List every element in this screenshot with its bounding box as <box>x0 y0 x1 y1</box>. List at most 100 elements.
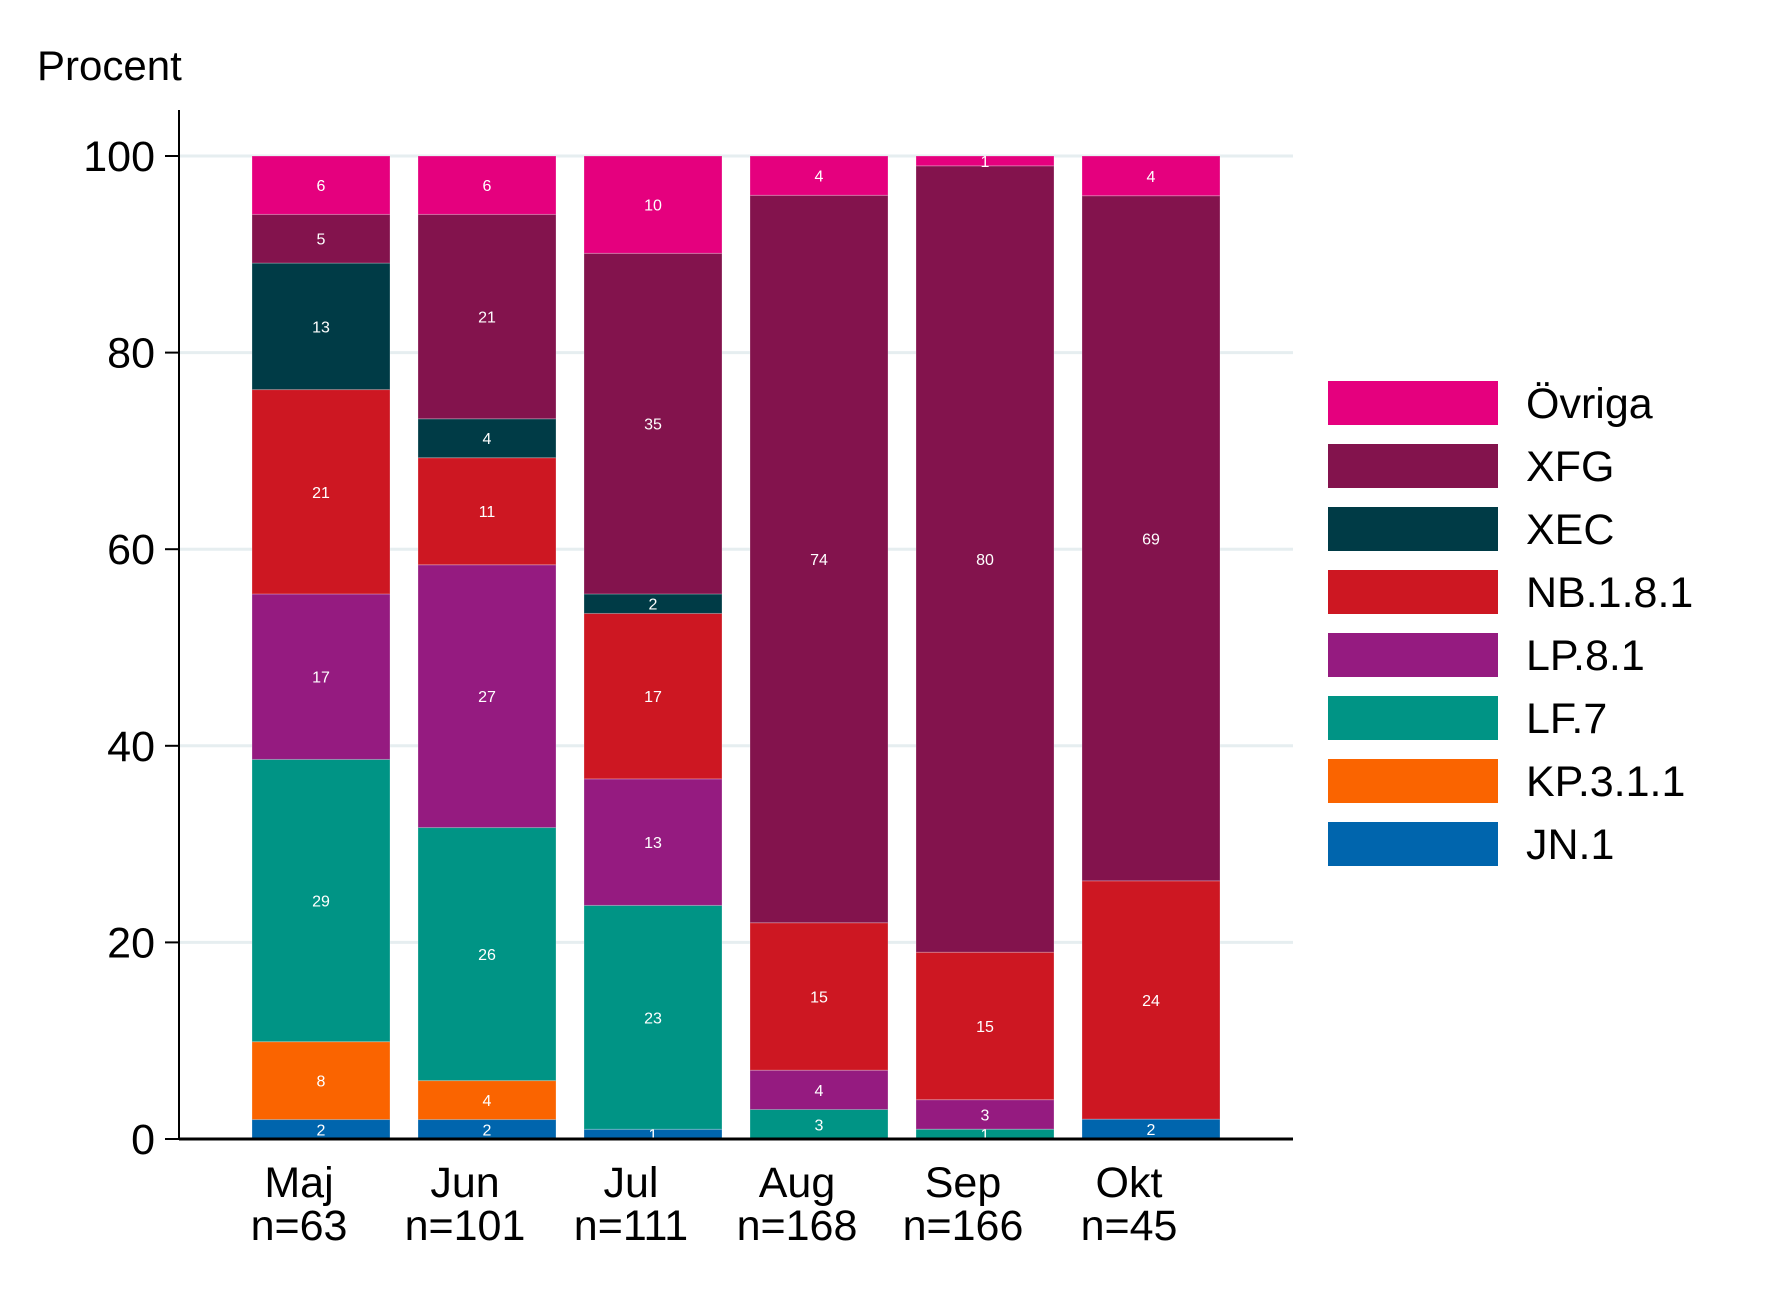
bar-segment <box>417 155 557 215</box>
x-tick-label: Jul <box>604 1159 659 1207</box>
legend-swatch <box>1328 633 1498 677</box>
bar-segment <box>749 1109 889 1140</box>
y-tick-label: 60 <box>107 526 155 574</box>
bar-segment <box>251 758 391 1043</box>
data-label: 10 <box>644 198 662 215</box>
x-tick-label: Jun <box>430 1159 499 1207</box>
legend-swatch <box>1328 822 1498 866</box>
data-label: 2 <box>317 1122 326 1139</box>
bar-segment <box>251 389 391 595</box>
bar-segment <box>583 155 723 254</box>
bar-segment <box>251 155 391 215</box>
bar-segment <box>915 155 1055 167</box>
bar-segment <box>251 593 391 760</box>
legend-label: XFG <box>1526 443 1614 491</box>
data-label: 24 <box>1142 993 1160 1010</box>
data-label: 4 <box>1147 169 1156 186</box>
legend-label: LP.8.1 <box>1526 632 1645 680</box>
bar-segment <box>417 564 557 829</box>
data-label: 2 <box>483 1122 492 1139</box>
data-label: 23 <box>644 1010 662 1027</box>
bar-segment <box>417 213 557 420</box>
legend-swatch <box>1328 444 1498 488</box>
data-label: 4 <box>815 169 824 186</box>
data-label: 2 <box>649 597 658 614</box>
legend-label: XEC <box>1526 506 1614 554</box>
data-label: 15 <box>810 989 828 1006</box>
bar-segment <box>915 1099 1055 1130</box>
x-tick-label: n=111 <box>574 1202 688 1250</box>
x-tick-label: n=101 <box>405 1202 526 1250</box>
x-tick-label: n=166 <box>903 1202 1024 1250</box>
y-tick-label: 80 <box>107 330 155 378</box>
legend-swatch <box>1328 570 1498 614</box>
bar-segment <box>749 1069 889 1111</box>
bar-segment <box>915 165 1055 953</box>
bar-segment <box>1081 155 1221 197</box>
data-label: 69 <box>1142 531 1160 548</box>
data-label: 17 <box>644 689 662 706</box>
bar-segment <box>583 904 723 1130</box>
data-label: 17 <box>312 670 330 687</box>
legend-label: LF.7 <box>1526 695 1607 743</box>
legend-swatch <box>1328 696 1498 740</box>
data-label: 13 <box>312 319 330 336</box>
legend-label: JN.1 <box>1526 821 1614 869</box>
data-label: 1 <box>981 1127 990 1144</box>
bar-segment <box>583 778 723 906</box>
bar-segment <box>1081 195 1221 882</box>
data-label: 27 <box>478 689 496 706</box>
bar-segment <box>417 1080 557 1121</box>
legend-swatch <box>1328 507 1498 551</box>
bar-segment <box>417 827 557 1082</box>
data-label: 21 <box>478 310 496 327</box>
data-label: 4 <box>815 1083 824 1100</box>
legend-swatch <box>1328 759 1498 803</box>
data-label: 1 <box>649 1127 658 1144</box>
x-tick-label: Sep <box>925 1159 1002 1207</box>
bar-segment <box>749 155 889 196</box>
x-tick-label: n=45 <box>1081 1202 1178 1250</box>
data-label: 4 <box>483 1093 492 1110</box>
legend-swatch <box>1328 381 1498 425</box>
data-label: 1 <box>981 154 990 171</box>
data-label: 8 <box>317 1074 326 1091</box>
bar-segment <box>915 951 1055 1101</box>
bar-segment <box>749 922 889 1071</box>
y-tick-label: 20 <box>107 919 155 967</box>
legend-label: KP.3.1.1 <box>1526 758 1685 806</box>
bar-segment <box>251 262 391 391</box>
data-label: 13 <box>644 835 662 852</box>
data-label: 2 <box>1147 1122 1156 1139</box>
bar-segment <box>583 612 723 780</box>
data-label: 4 <box>483 431 492 448</box>
data-label: 80 <box>976 552 994 569</box>
data-label: 6 <box>483 178 492 195</box>
legend-label: NB.1.8.1 <box>1526 569 1693 617</box>
data-label: 15 <box>976 1019 994 1036</box>
bar-segment <box>251 1041 391 1121</box>
data-label: 3 <box>815 1117 824 1134</box>
bar-segment <box>417 418 557 459</box>
x-tick-label: n=63 <box>251 1202 348 1250</box>
bar-segment <box>417 457 557 566</box>
data-label: 6 <box>317 178 326 195</box>
data-label: 11 <box>479 504 496 521</box>
x-tick-label: Okt <box>1096 1159 1163 1207</box>
data-label: 74 <box>810 552 828 569</box>
data-label: 29 <box>312 894 330 911</box>
x-tick-label: Aug <box>759 1159 836 1207</box>
bar-segment <box>583 252 723 595</box>
y-tick-label: 40 <box>107 723 155 771</box>
x-tick-label: Maj <box>264 1159 333 1207</box>
y-axis-label: Procent <box>37 42 182 89</box>
bar-segment <box>749 194 889 924</box>
data-label: 21 <box>312 485 330 502</box>
x-tick-label: n=168 <box>737 1202 858 1250</box>
legend-label: Övriga <box>1526 380 1653 428</box>
data-label: 5 <box>317 232 326 249</box>
y-tick-label: 0 <box>131 1116 155 1164</box>
data-label: 3 <box>981 1107 990 1124</box>
data-label: 26 <box>478 947 496 964</box>
